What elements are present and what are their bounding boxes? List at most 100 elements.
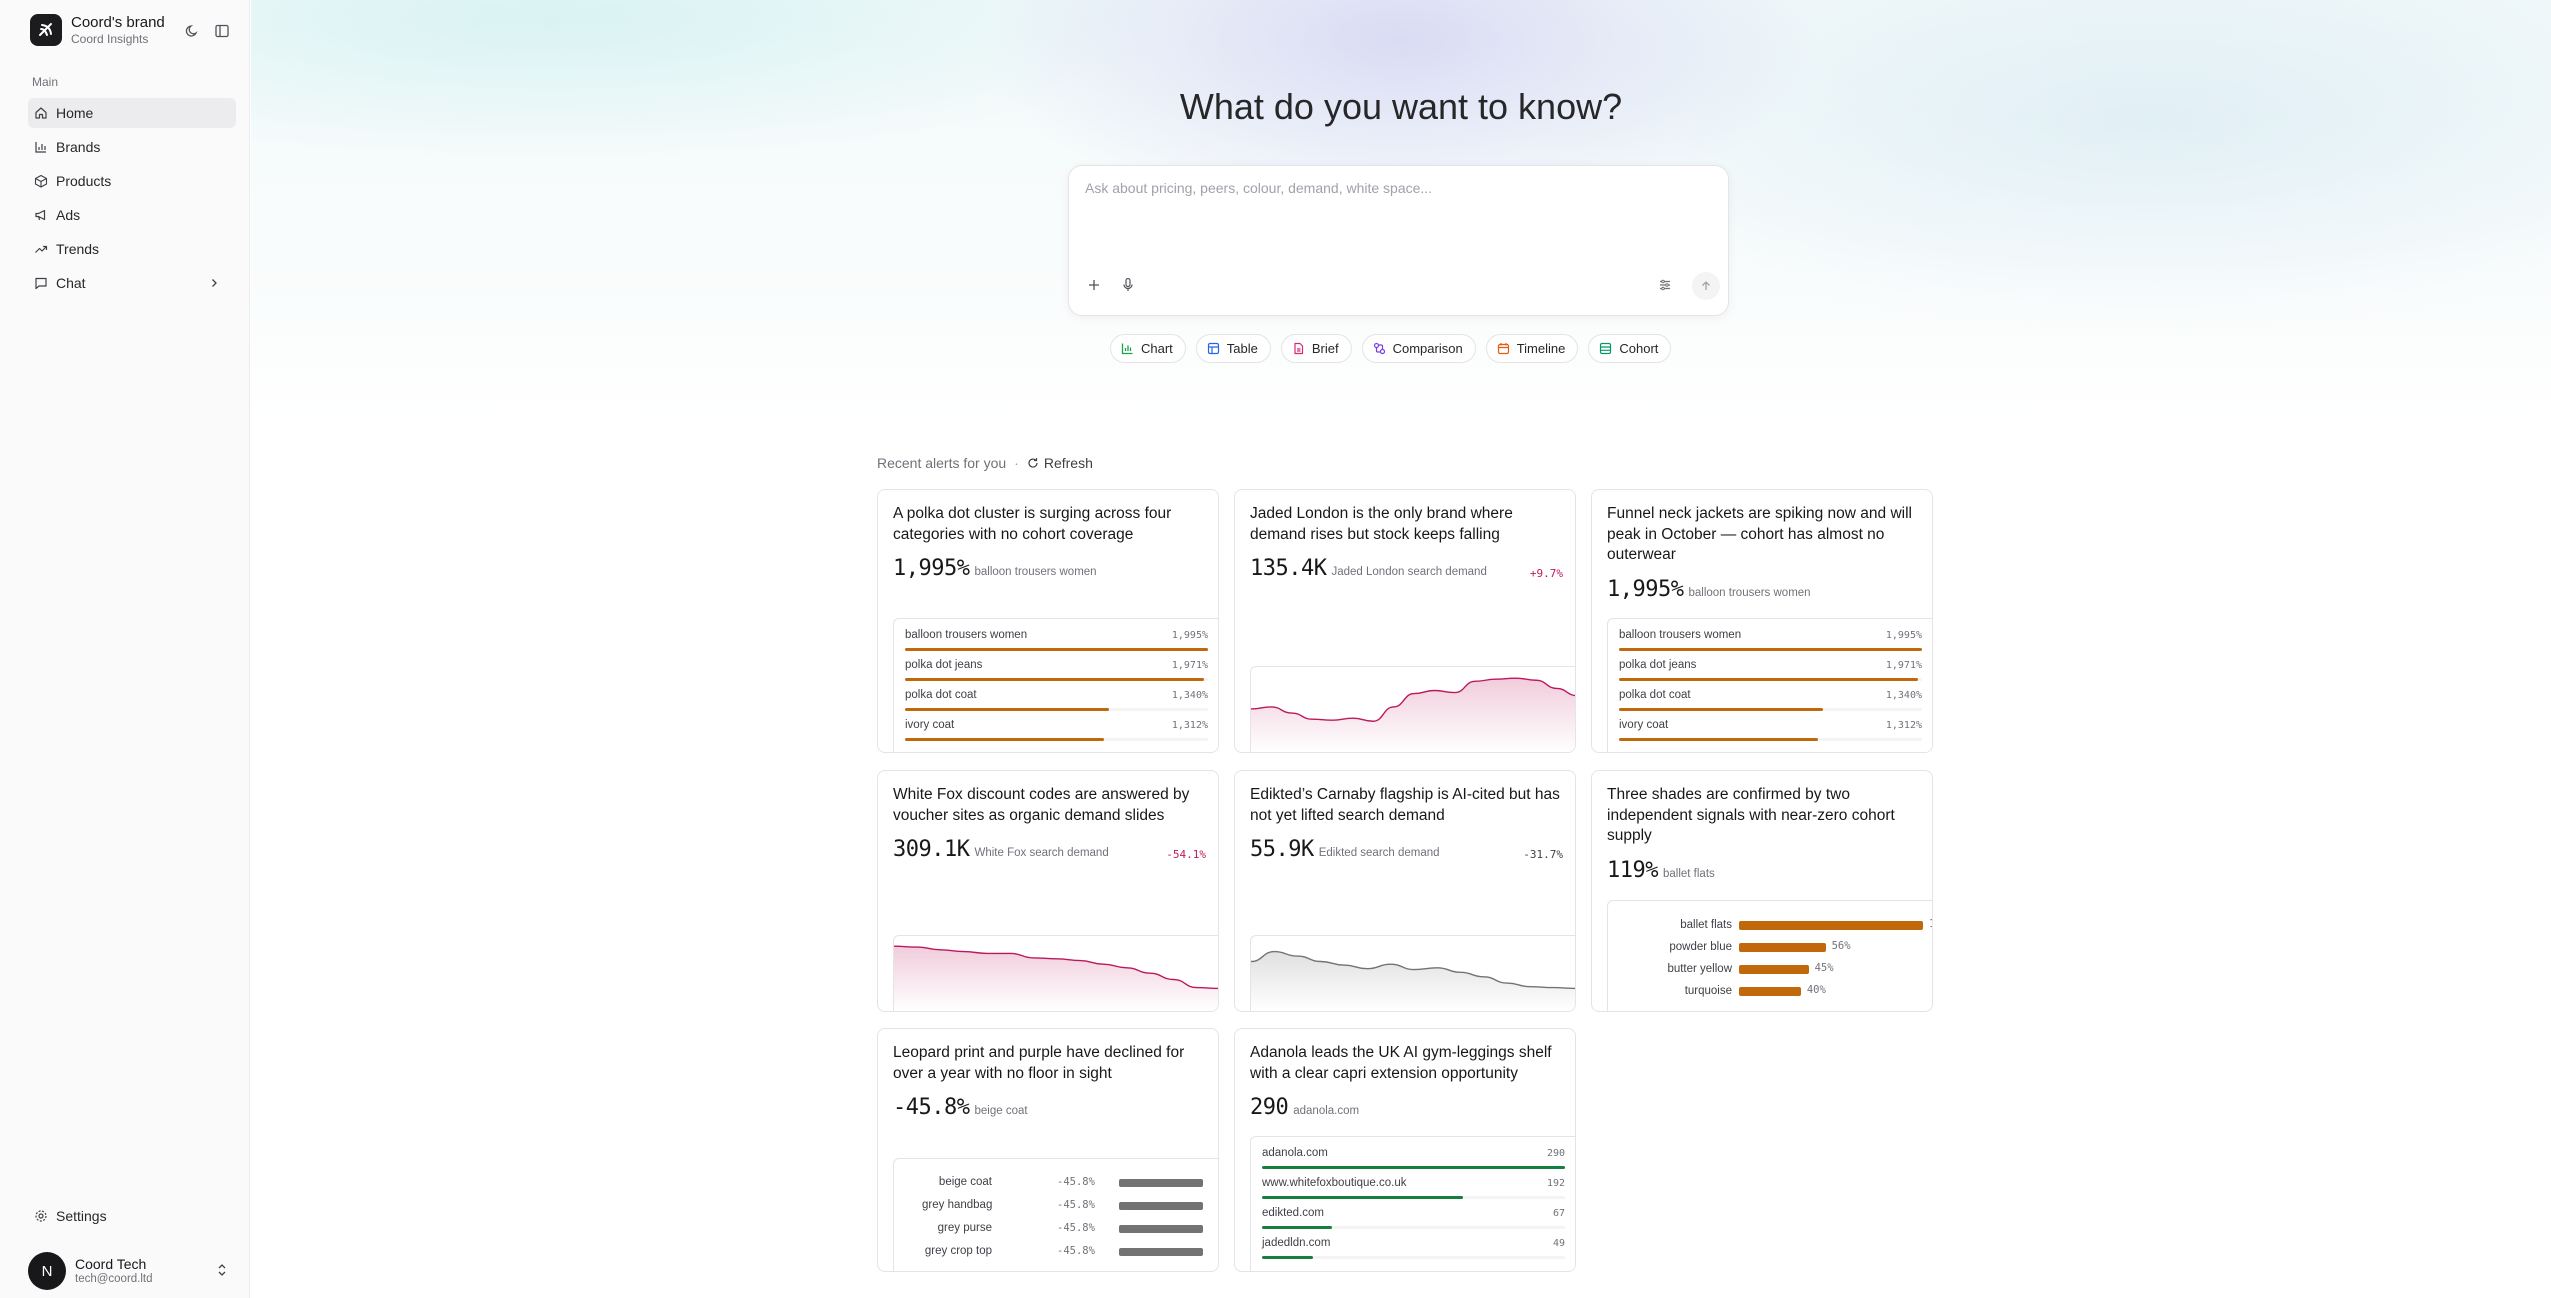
separator-dot: · <box>1014 455 1019 471</box>
decline-value: -45.8% <box>1057 1199 1095 1211</box>
main-nav: Home Brands Products Ads Trends Chat <box>28 98 236 302</box>
settings-sliders-icon[interactable] <box>1658 278 1672 292</box>
alert-metric: 135.4K Jaded London search demand <box>1250 556 1487 581</box>
bar-label: ivory coat <box>1619 719 1669 731</box>
chip-label: Brief <box>1311 341 1339 356</box>
alert-card[interactable]: Funnel neck jackets are spiking now and … <box>1591 489 1933 753</box>
table-icon <box>1207 342 1219 355</box>
alert-card[interactable]: Leopard print and purple have declined f… <box>877 1028 1219 1272</box>
decline-row: grey crop top -45.8% <box>894 1244 1218 1262</box>
bar-track <box>905 678 1208 681</box>
plus-icon[interactable] <box>1087 278 1101 292</box>
chip-chart[interactable]: Chart <box>1110 334 1186 363</box>
chip-label: Comparison <box>1392 341 1463 356</box>
bar-value: 1,312% <box>1885 720 1922 731</box>
chip-table[interactable]: Table <box>1195 334 1271 363</box>
sidebar-item-ads[interactable]: Ads <box>28 200 236 230</box>
bar-row: polka dot jeans 1,971% <box>1619 659 1922 689</box>
metric-label: balloon trousers women <box>1688 587 1811 599</box>
chevron-right-icon[interactable] <box>208 277 220 289</box>
sidebar-toggle-icon[interactable] <box>213 22 231 40</box>
brand-switcher[interactable]: Coord's brand Coord Insights <box>30 14 165 46</box>
bar-row: edikted.com 67 <box>1262 1207 1565 1237</box>
alert-card[interactable]: White Fox discount codes are answered by… <box>877 770 1219 1012</box>
bar-track <box>1262 1196 1565 1199</box>
alert-card[interactable]: Jaded London is the only brand where dem… <box>1234 489 1576 753</box>
user-name: Coord Tech <box>75 1256 147 1272</box>
alert-title: Edikted’s Carnaby flagship is AI-cited b… <box>1250 786 1560 824</box>
bar-row: polka dot coat 1,340% <box>905 689 1208 719</box>
alert-metric: 1,995% balloon trousers women <box>893 556 1097 581</box>
brand-name: Coord's brand <box>71 14 165 31</box>
format-chips: Chart Table Brief Comparison Timeline Co… <box>1110 334 1672 363</box>
bar-label: adanola.com <box>1262 1147 1328 1159</box>
decline-row: beige coat -45.8% <box>894 1175 1218 1193</box>
metric-value: 135.4K <box>1250 556 1327 581</box>
alerts-header: Recent alerts for you · Refresh <box>877 455 1093 471</box>
bar-row: ivory coat 1,312% <box>905 719 1208 749</box>
chip-brief[interactable]: Brief <box>1280 334 1352 363</box>
alert-metric: 309.1K White Fox search demand <box>893 837 1109 862</box>
sidebar-item-trends[interactable]: Trends <box>28 234 236 264</box>
alert-card[interactable]: Adanola leads the UK AI gym-leggings she… <box>1234 1028 1576 1272</box>
gear-icon <box>35 1210 47 1222</box>
sparkline <box>1251 950 1575 1011</box>
hbar-value: 45% <box>1814 962 1834 974</box>
decline-value: -45.8% <box>1057 1245 1095 1257</box>
bar-value: 192 <box>1546 1178 1565 1189</box>
sparkline-line <box>894 945 1218 990</box>
horizontal-bar-chart: ballet flats 119% powder blue 56% butter yel… <box>1607 900 1932 1011</box>
chip-label: Chart <box>1141 341 1173 356</box>
sidebar-item-label: Ads <box>56 207 81 223</box>
refresh-button[interactable]: Refresh <box>1027 455 1093 471</box>
alert-card[interactable]: Edikted’s Carnaby flagship is AI-cited b… <box>1234 770 1576 1012</box>
alert-title: A polka dot cluster is surging across fo… <box>893 505 1172 543</box>
bar-row: www.whitefoxboutique.co.uk 192 <box>1262 1177 1565 1207</box>
sparkline <box>1251 677 1575 752</box>
home-icon <box>35 107 47 119</box>
chip-comparison[interactable]: Comparison <box>1361 334 1476 363</box>
bar-track <box>905 648 1208 651</box>
sidebar-item-chat[interactable]: Chat <box>28 268 236 298</box>
chip-cohort[interactable]: Cohort <box>1588 334 1672 363</box>
megaphone-icon <box>35 209 46 221</box>
chip-timeline[interactable]: Timeline <box>1485 334 1579 363</box>
delta-badge: -31.7% <box>1523 848 1563 861</box>
sidebar-item-brands[interactable]: Brands <box>28 132 236 162</box>
bar-row: jadedldn.com 49 <box>1262 1237 1565 1267</box>
metric-value: 1,995% <box>893 556 970 581</box>
sidebar-item-label: Brands <box>56 139 101 155</box>
hbar-label: powder blue <box>1669 941 1732 953</box>
metric-value: 290 <box>1250 1095 1289 1120</box>
bar-row: balloon trousers women 1,995% <box>905 629 1208 659</box>
alert-metric: 55.9K Edikted search demand <box>1250 837 1440 862</box>
user-email: tech@coord.ltd <box>75 1273 153 1285</box>
decline-label: grey handbag <box>922 1199 993 1211</box>
ask-input[interactable] <box>1085 180 1705 196</box>
bar-fill <box>1262 1226 1332 1229</box>
alert-card[interactable]: A polka dot cluster is surging across fo… <box>877 489 1219 753</box>
section-label-main: Main <box>32 75 59 89</box>
metric-value: -45.8% <box>893 1095 970 1120</box>
user-menu[interactable]: N Coord Tech tech@coord.ltd <box>28 1251 236 1291</box>
bar-track <box>1262 1166 1565 1169</box>
settings-link[interactable]: Settings <box>34 1208 107 1224</box>
bar-list: balloon trousers women 1,995% polka dot je… <box>1607 618 1932 752</box>
moon-icon[interactable] <box>183 22 201 40</box>
bar-value: 1,971% <box>1885 660 1922 671</box>
sidebar-item-products[interactable]: Products <box>28 166 236 196</box>
sidebar-item-home[interactable]: Home <box>28 98 236 128</box>
send-button[interactable] <box>1692 272 1720 300</box>
decline-bar <box>1119 1225 1203 1233</box>
microphone-icon[interactable] <box>1121 277 1135 293</box>
alert-metric: -45.8% beige coat <box>893 1095 1028 1120</box>
alert-card[interactable]: Three shades are confirmed by two indepe… <box>1591 770 1933 1012</box>
ask-box <box>1068 165 1729 316</box>
bar-value: 1,971% <box>1171 660 1208 671</box>
decline-bar <box>1119 1179 1203 1187</box>
hbar-value: 119% <box>1929 918 1932 930</box>
bar-row: polka dot coat 1,340% <box>1619 689 1922 719</box>
chart-icon <box>1121 343 1133 355</box>
decline-bar <box>1119 1202 1203 1210</box>
calendar-icon <box>1497 343 1509 355</box>
